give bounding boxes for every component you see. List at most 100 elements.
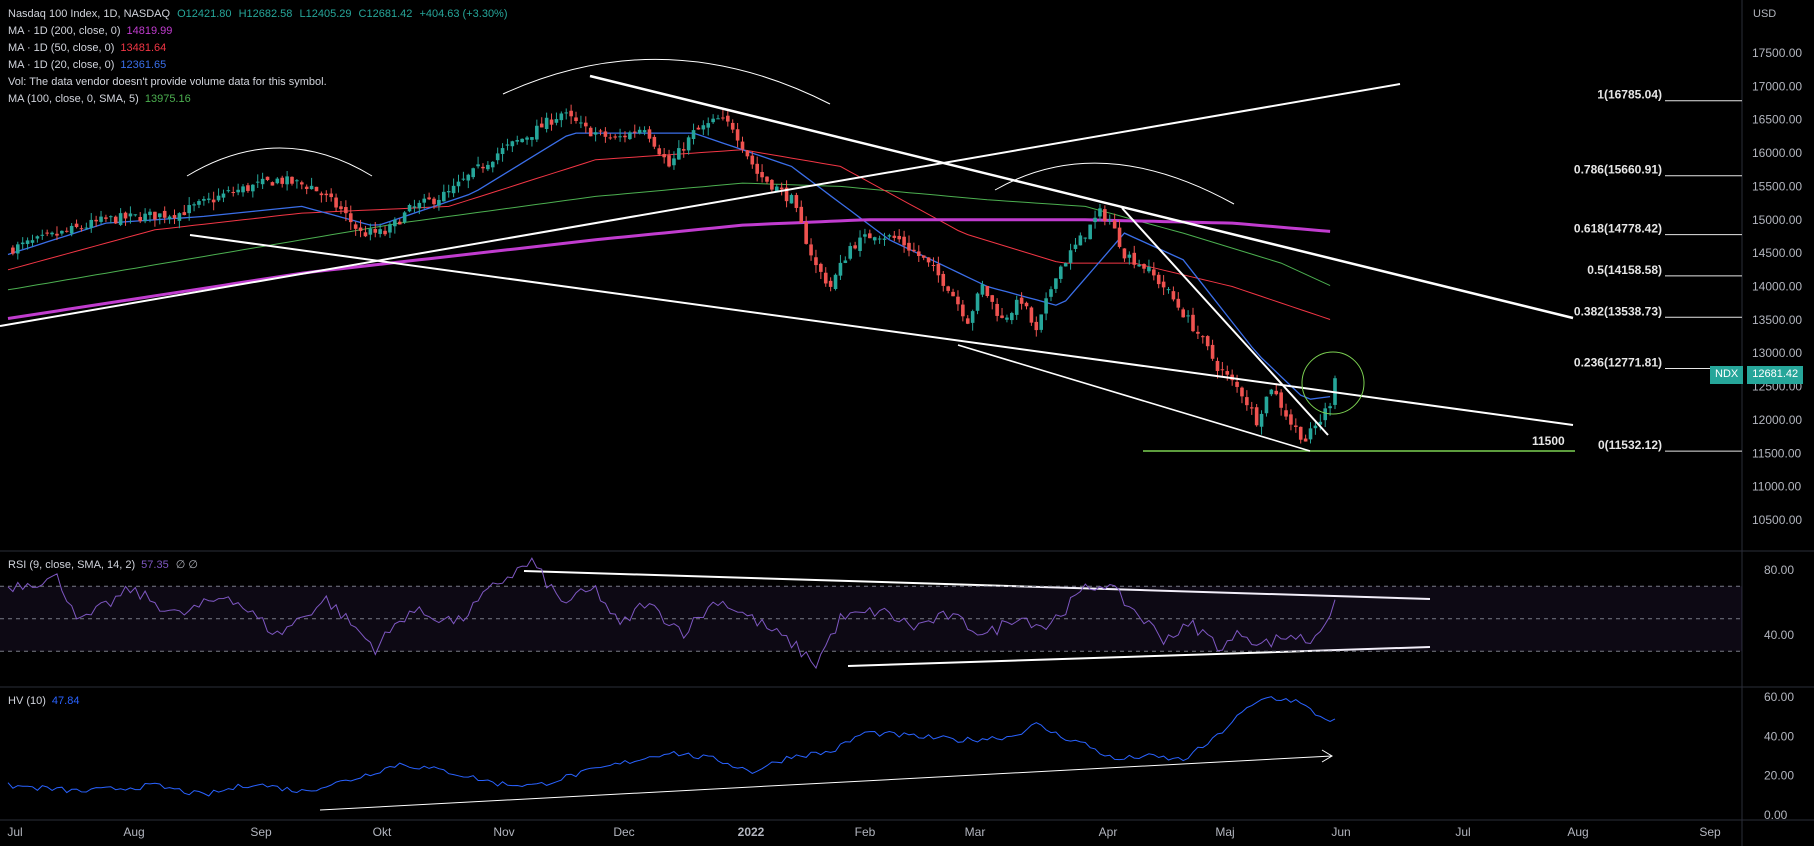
candle-body	[285, 176, 289, 185]
candle-body	[1039, 314, 1043, 330]
candle-body	[1269, 389, 1274, 395]
candle-body	[995, 303, 999, 316]
fib-level-label: 1(16785.04)	[1597, 88, 1662, 102]
candle-body	[1215, 360, 1220, 371]
candle-body	[1279, 392, 1283, 408]
arc-head	[502, 58, 831, 105]
ohlc-close: C12681.42	[358, 8, 413, 20]
candle-body	[295, 180, 299, 182]
time-tick-label: Jul	[7, 825, 22, 839]
time-tick-label: Apr	[1099, 825, 1118, 839]
indicator-ma100[interactable]: MA (100, close, 0, SMA, 5) 13975.16	[8, 91, 512, 108]
candle-body	[637, 129, 642, 134]
candle-body	[559, 113, 564, 121]
candle-body	[427, 197, 431, 200]
candle-body	[819, 263, 823, 272]
candle-body	[118, 213, 123, 225]
candle-body	[1225, 371, 1230, 375]
candle-body	[642, 130, 647, 133]
candle-body	[167, 216, 172, 220]
candle-body	[1132, 252, 1137, 265]
candle-body	[985, 285, 990, 297]
indicator-ma50[interactable]: MA · 1D (50, close, 0) 13481.64	[8, 40, 512, 57]
time-tick-label: Jun	[1331, 825, 1350, 839]
price-tick-label: 13000.00	[1752, 346, 1802, 360]
candle-body	[1073, 244, 1078, 249]
candle-body	[1264, 396, 1269, 414]
candle-body	[35, 236, 40, 239]
indicator-ma20[interactable]: MA · 1D (20, close, 0) 12361.65	[8, 57, 512, 74]
candle-body	[241, 186, 245, 193]
price-tick-label: 10500.00	[1752, 513, 1802, 527]
time-tick-label: Aug	[1567, 825, 1588, 839]
candle-body	[314, 186, 319, 192]
price-tick-label: 17500.00	[1752, 46, 1802, 60]
candle-body	[554, 119, 559, 123]
candle-body	[574, 117, 578, 122]
candle-body	[1298, 426, 1303, 440]
candle-body	[1249, 407, 1254, 409]
candle-body	[1245, 397, 1249, 406]
arc-shoulder-right	[994, 162, 1235, 205]
symbol-header[interactable]: Nasdaq 100 Index, 1D, NASDAQ O12421.80 H…	[8, 6, 512, 23]
time-tick-label: Nov	[493, 825, 514, 839]
candle-body	[211, 199, 216, 203]
candle-body	[348, 213, 353, 223]
price-tick-label: 16000.00	[1752, 146, 1802, 160]
candle-body	[735, 129, 740, 141]
hv-tick-label: 20.00	[1764, 769, 1794, 783]
candle-body	[1166, 289, 1171, 291]
candle-body	[623, 135, 627, 138]
candle-body	[677, 148, 681, 160]
candle-body	[20, 242, 25, 245]
candle-body	[1220, 369, 1225, 371]
candle-body	[50, 232, 54, 235]
candle-body	[613, 136, 617, 138]
price-tick-label: 11500.00	[1752, 446, 1801, 460]
candle-body	[1313, 425, 1318, 429]
candle-body	[25, 240, 30, 244]
indicator-volume[interactable]: Vol: The data vendor doesn't provide vol…	[8, 74, 512, 91]
candle-body	[216, 195, 221, 201]
trend-arrowhead	[1321, 749, 1333, 763]
time-axis[interactable]: Jul Aug Sep Okt Nov Dec 2022 Feb Mar Apr Maj Jun Jul…	[7, 825, 1721, 839]
support-level-label: 11500	[1532, 434, 1565, 448]
trend-line	[523, 570, 1431, 600]
candle-body	[1019, 297, 1024, 304]
fib-level-label: 0.382(13538.73)	[1574, 304, 1662, 318]
candle-body	[892, 235, 897, 238]
candle-body	[177, 213, 182, 221]
ma20-line	[7, 132, 1331, 400]
candle-body	[603, 131, 608, 137]
trend-line	[319, 755, 1333, 811]
rsi-line	[7, 557, 1336, 670]
candle-body	[104, 217, 108, 219]
candle-body	[84, 227, 89, 229]
price-tick-label: 15000.00	[1752, 213, 1802, 227]
candle-body	[975, 293, 980, 311]
candle-body	[456, 181, 461, 187]
candle-body	[1259, 413, 1264, 427]
candle-body	[770, 179, 774, 190]
candle-body	[544, 117, 549, 130]
candle-body	[1034, 321, 1039, 331]
price-tick-label: 16500.00	[1752, 113, 1802, 127]
hv-legend[interactable]: HV (10) 47.84	[8, 693, 83, 710]
candle-body	[402, 212, 407, 223]
ticker-badge[interactable]: NDX 12681.42	[1710, 366, 1804, 384]
price-axis[interactable]: 17500.00 17000.00 16500.00 16000.00 15500.00…	[1752, 46, 1802, 822]
candle-body	[1054, 278, 1058, 289]
candle-body	[593, 132, 598, 135]
candle-body	[99, 216, 103, 222]
candle-body	[383, 230, 387, 235]
candle-body	[774, 186, 779, 192]
ohlc-open: O12421.80	[177, 8, 232, 20]
rsi-value: 57.35	[141, 559, 169, 571]
candle-body	[789, 194, 794, 204]
rsi-legend[interactable]: RSI (9, close, SMA, 14, 2) 57.35 ∅ ∅	[8, 557, 202, 574]
indicator-ma200[interactable]: MA · 1D (200, close, 0) 14819.99	[8, 23, 512, 40]
candle-body	[1196, 331, 1200, 334]
candle-body	[652, 136, 657, 147]
